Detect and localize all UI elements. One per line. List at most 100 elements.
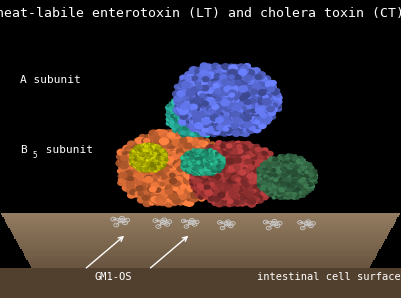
Circle shape [169, 157, 178, 163]
Circle shape [218, 115, 221, 118]
Circle shape [163, 159, 166, 161]
Circle shape [269, 172, 273, 175]
Circle shape [194, 185, 201, 190]
Circle shape [144, 152, 147, 153]
Circle shape [206, 183, 211, 187]
Circle shape [226, 195, 232, 200]
Circle shape [190, 118, 196, 124]
Circle shape [207, 100, 212, 104]
Circle shape [212, 172, 214, 173]
Circle shape [136, 181, 142, 185]
Circle shape [128, 193, 135, 198]
Circle shape [194, 149, 196, 151]
Circle shape [196, 161, 198, 163]
Circle shape [170, 116, 174, 118]
Circle shape [150, 148, 157, 154]
Circle shape [121, 156, 128, 161]
Circle shape [204, 189, 210, 193]
Circle shape [192, 167, 195, 169]
Circle shape [293, 194, 298, 197]
Circle shape [148, 138, 153, 142]
Circle shape [209, 97, 213, 100]
Circle shape [235, 165, 239, 168]
Circle shape [257, 162, 262, 165]
Circle shape [196, 149, 200, 151]
Circle shape [124, 166, 130, 171]
Circle shape [278, 196, 282, 199]
Circle shape [188, 154, 191, 156]
Circle shape [221, 78, 227, 82]
Circle shape [189, 103, 192, 105]
Circle shape [295, 193, 300, 197]
Circle shape [200, 152, 205, 156]
Circle shape [154, 194, 161, 199]
Circle shape [143, 174, 150, 179]
Circle shape [152, 157, 160, 164]
Circle shape [123, 157, 129, 161]
Circle shape [198, 163, 202, 166]
Circle shape [247, 94, 256, 100]
Circle shape [153, 137, 162, 143]
Circle shape [196, 152, 199, 155]
Circle shape [216, 96, 222, 101]
Circle shape [227, 179, 233, 183]
Circle shape [196, 123, 203, 128]
Circle shape [209, 82, 215, 86]
Circle shape [244, 162, 251, 167]
Circle shape [278, 183, 282, 186]
Circle shape [203, 170, 206, 172]
Circle shape [156, 144, 160, 148]
Circle shape [182, 104, 186, 107]
Circle shape [185, 163, 194, 170]
Circle shape [217, 95, 224, 100]
Circle shape [221, 142, 227, 146]
Circle shape [260, 169, 265, 173]
Circle shape [194, 100, 198, 102]
Circle shape [174, 124, 179, 128]
Circle shape [240, 145, 247, 151]
Circle shape [191, 158, 199, 163]
Circle shape [184, 78, 193, 85]
Circle shape [217, 99, 222, 102]
Circle shape [132, 160, 135, 162]
Circle shape [150, 160, 153, 162]
Circle shape [178, 101, 183, 105]
Circle shape [307, 174, 311, 177]
Circle shape [209, 181, 215, 185]
Circle shape [221, 111, 229, 117]
Circle shape [281, 155, 284, 157]
Circle shape [293, 165, 298, 169]
Circle shape [209, 159, 215, 163]
Circle shape [160, 142, 167, 147]
Circle shape [276, 165, 282, 169]
Circle shape [212, 111, 216, 114]
Circle shape [158, 200, 163, 204]
Circle shape [269, 106, 277, 112]
Circle shape [234, 104, 241, 109]
Circle shape [191, 156, 194, 158]
Circle shape [201, 112, 207, 116]
Circle shape [179, 108, 182, 111]
Circle shape [184, 159, 186, 161]
Circle shape [261, 165, 265, 168]
Circle shape [217, 145, 223, 150]
Circle shape [230, 183, 235, 186]
Circle shape [296, 157, 299, 159]
Circle shape [248, 190, 254, 194]
Circle shape [236, 148, 243, 153]
Circle shape [236, 187, 242, 192]
Circle shape [148, 153, 151, 156]
Circle shape [227, 100, 234, 105]
Circle shape [132, 178, 140, 184]
Circle shape [210, 101, 215, 105]
Circle shape [203, 171, 206, 174]
Circle shape [122, 177, 131, 183]
Circle shape [258, 88, 264, 93]
Circle shape [200, 111, 204, 113]
Circle shape [135, 154, 141, 158]
Circle shape [257, 165, 263, 170]
Circle shape [138, 140, 144, 145]
Circle shape [212, 105, 219, 109]
Circle shape [253, 176, 258, 179]
Circle shape [272, 183, 275, 186]
